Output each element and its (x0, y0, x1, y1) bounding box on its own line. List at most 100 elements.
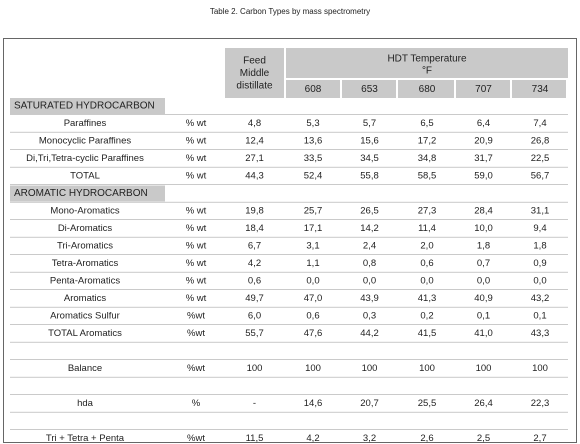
cell-value: 59,0 (474, 171, 493, 182)
temperature: 653 (361, 84, 378, 95)
row-label: Di,Tri,Tetra-cyclic Paraffines (26, 153, 144, 164)
cell-value: 6,4 (477, 118, 490, 129)
cell-value: 4,8 (248, 118, 261, 129)
cell-value: 14,2 (360, 223, 379, 234)
cell-value: 43,9 (360, 293, 379, 304)
row-label: Tri-Aromatics (57, 241, 113, 252)
cell-value: 100 (305, 363, 321, 374)
cell-value: 1,8 (477, 241, 490, 252)
cell-value: 2,4 (363, 241, 376, 252)
row-label: Aromatics Sulfur (50, 311, 120, 322)
row-label: Aromatics (64, 293, 106, 304)
cell-value: 44,3 (245, 171, 264, 182)
cell-value: 100 (476, 363, 492, 374)
row-label: TOTAL Aromatics (48, 328, 122, 339)
temperature-cell (286, 80, 340, 98)
cell-value: 0,6 (420, 258, 433, 269)
section-title: SATURATED HYDROCARBON (14, 101, 155, 112)
cell-value: 11,5 (246, 433, 264, 444)
cell-value: 13,6 (304, 136, 323, 147)
row-label: hda (77, 398, 94, 409)
cell-value: 55,7 (245, 328, 264, 339)
cell-value: 4,2 (306, 433, 319, 444)
row-unit: % wt (186, 153, 207, 164)
cell-value: 55,8 (360, 171, 379, 182)
cell-value: 0,0 (477, 276, 490, 287)
cell-value: 0,0 (363, 276, 376, 287)
temperature: 707 (475, 84, 492, 95)
cell-value: 0,6 (248, 276, 261, 287)
hdt-header: HDT Temperature (387, 54, 467, 65)
cell-value: 22,5 (531, 153, 550, 164)
row-unit: %wt (187, 328, 205, 339)
row-label: Penta-Aromatics (50, 276, 120, 287)
cell-value: 0,8 (363, 258, 376, 269)
cell-value: 43,3 (531, 328, 550, 339)
row-unit: %wt (187, 311, 205, 322)
cell-value: 3,2 (363, 433, 376, 444)
cell-value: 10,0 (474, 223, 493, 234)
cell-value: 5,3 (306, 118, 319, 129)
cell-value: 4,2 (248, 258, 261, 269)
temperature-cell (512, 80, 566, 98)
row-unit: % wt (186, 206, 207, 217)
cell-value: 15,6 (360, 136, 379, 147)
row-unit: % wt (186, 223, 207, 234)
cell-value: 17,1 (304, 223, 323, 234)
temperature: 608 (305, 84, 322, 95)
row-unit: % wt (186, 136, 207, 147)
cell-value: 49,7 (245, 293, 264, 304)
cell-value: 25,7 (304, 206, 323, 217)
cell-value: 0,7 (477, 258, 490, 269)
row-unit: % (192, 398, 201, 409)
cell-value: 58,5 (418, 171, 437, 182)
row-label: Tetra-Aromatics (52, 258, 119, 269)
cell-value: 56,7 (531, 171, 550, 182)
row-label: Monocyclic Paraffines (39, 136, 131, 147)
row-unit: %wt (187, 433, 205, 444)
cell-value: 40,9 (474, 293, 493, 304)
cell-value: 47,6 (304, 328, 323, 339)
feed-header-cell (225, 48, 284, 98)
table-border (3, 38, 577, 443)
cell-value: 0,2 (420, 311, 433, 322)
cell-value: 41,0 (474, 328, 493, 339)
cell-value: 20,9 (474, 136, 493, 147)
cell-value: 1,1 (306, 258, 319, 269)
cell-value: 44,2 (360, 328, 379, 339)
hdt-header-cell (286, 48, 568, 78)
section-band (10, 185, 165, 202)
cell-value: 9,4 (533, 223, 546, 234)
row-label: Paraffines (64, 118, 107, 129)
table-title: Table 2. Carbon Types by mass spectromet… (210, 7, 370, 16)
cell-value: 41,3 (418, 293, 437, 304)
cell-value: 0,1 (533, 311, 546, 322)
cell-value: 100 (532, 363, 548, 374)
cell-value: 28,4 (474, 206, 493, 217)
cell-value: 52,4 (304, 171, 323, 182)
row-label: Balance (68, 363, 102, 374)
temperature-cell (342, 80, 396, 98)
cell-value: 27,1 (245, 153, 264, 164)
temperature-cell (398, 80, 454, 98)
cell-value: 2,7 (533, 433, 546, 444)
cell-value: 6,7 (248, 241, 261, 252)
cell-value: 1,8 (533, 241, 546, 252)
hdt-unit: °F (422, 66, 432, 77)
cell-value: 6,0 (248, 311, 261, 322)
cell-value: 0,0 (420, 276, 433, 287)
cell-value: 0,3 (363, 311, 376, 322)
row-unit: % wt (186, 171, 207, 182)
temperature: 734 (532, 84, 549, 95)
cell-value: 5,7 (363, 118, 376, 129)
row-unit: %wt (187, 363, 205, 374)
temperature-cell (456, 80, 510, 98)
temperature: 680 (419, 84, 436, 95)
cell-value: 31,1 (531, 206, 550, 217)
row-unit: % wt (186, 118, 207, 129)
cell-value: 2,0 (420, 241, 433, 252)
cell-value: 17,2 (418, 136, 437, 147)
cell-value: 26,5 (360, 206, 379, 217)
cell-value: 12,4 (245, 136, 264, 147)
